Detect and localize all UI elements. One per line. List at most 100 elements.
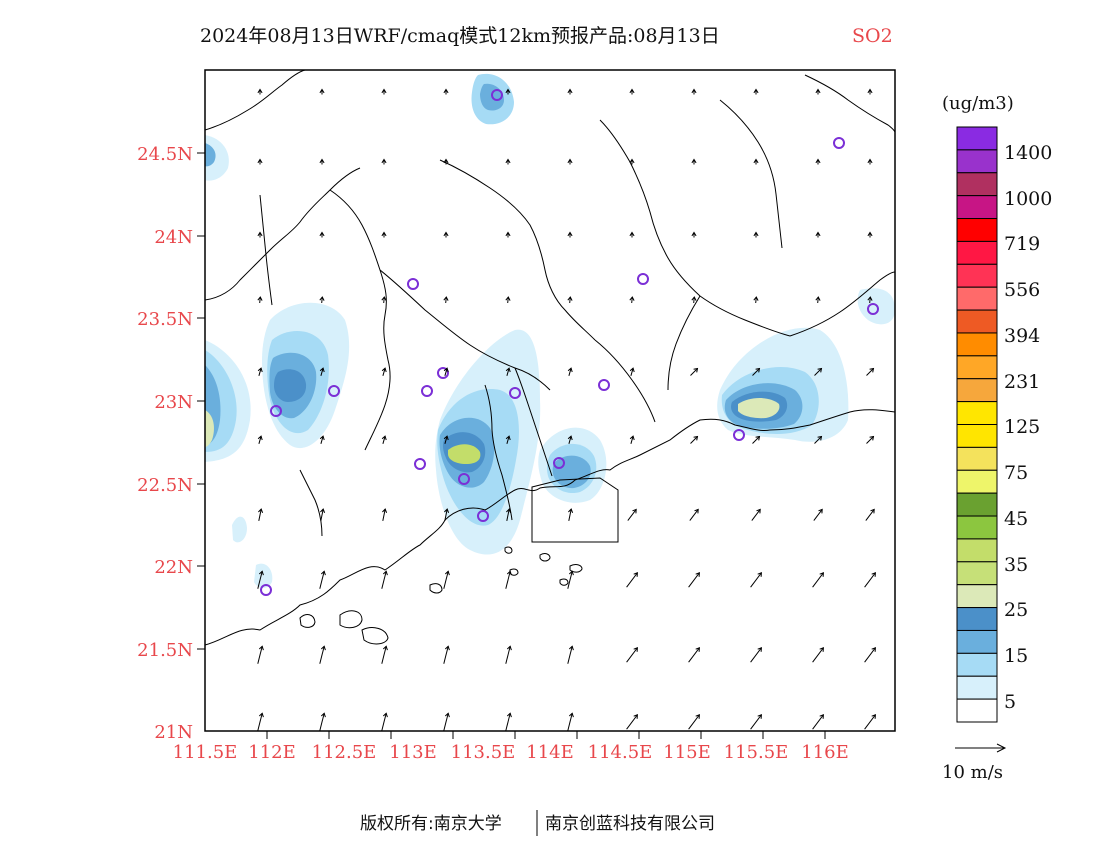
- wind-arrow-head: [755, 435, 761, 441]
- legend-swatch: [956, 652, 998, 677]
- legend-swatch: [956, 629, 998, 654]
- wind-arrow-shaft: [445, 296, 447, 304]
- wind-arrow-shaft: [812, 647, 824, 663]
- island-e: [539, 553, 551, 562]
- wind-arrow-shaft: [750, 647, 762, 663]
- wind-arrow-head: [505, 158, 511, 164]
- wind-vectors: [257, 88, 876, 731]
- wind-arrow-head: [258, 645, 264, 651]
- lat-tick-label: 21.5N: [137, 640, 193, 661]
- wind-arrow-shaft: [626, 572, 638, 588]
- wind-arrow-head: [257, 435, 263, 441]
- lon-tick-label: 113.5E: [451, 742, 516, 763]
- wind-arrow-shaft: [752, 368, 760, 376]
- lon-tick-label: 115.5E: [724, 742, 789, 763]
- wind-arrow-shaft: [864, 572, 876, 588]
- wind-arrow-shaft: [383, 296, 385, 304]
- footer: 版权所有:南京大学 南京创蓝科技有限公司: [360, 810, 715, 836]
- wind-arrow-head: [753, 158, 759, 164]
- wind-arrow-head: [257, 231, 263, 237]
- plume-east-peak: [738, 398, 780, 419]
- wind-arrow-head: [568, 570, 574, 576]
- wind-arrow-head: [869, 435, 875, 441]
- wind-scale: 10 m/s: [942, 743, 1007, 783]
- station-marker: [270, 405, 282, 417]
- wind-arrow-head: [382, 645, 388, 651]
- wind-scale-arrow-head: [996, 743, 1007, 753]
- wind-arrow-shaft: [689, 509, 699, 521]
- legend-value-label: 5: [1004, 691, 1016, 713]
- wind-arrow-head: [381, 158, 387, 164]
- wind-arrow-head: [320, 570, 326, 576]
- wind-arrow-shaft: [506, 509, 510, 521]
- legend-swatch: [956, 675, 998, 700]
- legend-value-label: 556: [1004, 279, 1040, 301]
- wind-arrow-head: [319, 296, 325, 301]
- wind-arrow-shaft: [627, 509, 637, 521]
- wind-arrow-head: [319, 435, 325, 441]
- wind-arrow-shaft: [812, 572, 824, 588]
- wind-arrow-head: [567, 296, 573, 301]
- wind-arrow-head: [756, 508, 761, 514]
- wind-arrow-shaft: [382, 509, 386, 521]
- island-b: [361, 627, 389, 645]
- wind-arrow-shaft: [688, 572, 700, 588]
- wind-arrow-shaft: [864, 647, 876, 663]
- legend-swatch: [956, 401, 998, 426]
- wind-arrow-head: [320, 645, 326, 651]
- wind-arrow-shaft: [382, 368, 386, 376]
- lon-tick-label: 112E: [248, 742, 296, 763]
- station-marker: [733, 429, 745, 441]
- legend-swatch: [956, 126, 998, 151]
- wind-arrow-shaft: [631, 296, 633, 304]
- wind-arrow-shaft: [259, 296, 261, 304]
- wind-arrow-head: [443, 296, 449, 301]
- legend-value-label: 35: [1004, 554, 1028, 576]
- wind-arrow-head: [506, 712, 512, 718]
- wind-arrow-shaft: [567, 571, 573, 589]
- longitude-axis: 111.5E 112E 112.5E 113E 113.5E 114E 114.…: [173, 731, 849, 763]
- wind-arrow-shaft: [812, 714, 824, 730]
- legend-swatch: [956, 424, 998, 448]
- station-marker: [867, 303, 879, 315]
- wind-arrow-head: [382, 712, 388, 718]
- footer-copyright: 版权所有:南京大学: [360, 814, 502, 834]
- wind-arrow-shaft: [626, 647, 638, 663]
- wind-arrow-head: [319, 231, 325, 237]
- legend-swatch: [956, 378, 998, 403]
- wind-arrow-head: [691, 88, 697, 94]
- inland-boundary-13: [514, 367, 553, 477]
- plume-west-edge-core: [205, 410, 214, 447]
- wind-arrow-head: [568, 645, 574, 651]
- plume-delta-peak: [448, 444, 481, 464]
- legend-swatch: [956, 538, 998, 563]
- inland-boundary-6: [594, 339, 656, 423]
- wind-arrow-head: [693, 367, 699, 373]
- lon-tick-label: 111.5E: [173, 742, 238, 763]
- legend-swatch: [956, 355, 998, 380]
- wind-arrow-head: [257, 296, 263, 301]
- wind-arrow-head: [695, 647, 700, 652]
- wind-arrow-shaft: [381, 713, 387, 731]
- wind-arrow-head: [258, 508, 264, 513]
- wind-arrow-shaft: [569, 296, 571, 304]
- legend-value-label: 719: [1004, 233, 1040, 255]
- station-marker: [421, 385, 433, 397]
- wind-arrow-shaft: [320, 509, 324, 521]
- lon-tick-label: 114.5E: [588, 742, 653, 763]
- wind-arrow-head: [633, 714, 638, 719]
- wind-arrow-shaft: [319, 571, 325, 589]
- wind-arrow-head: [757, 572, 762, 577]
- lat-tick-label: 23N: [154, 392, 193, 413]
- wind-arrow-head: [815, 88, 821, 94]
- legend-value-label: 1000: [1004, 188, 1052, 210]
- wind-arrow-shaft: [690, 436, 698, 444]
- wind-arrow-shaft: [813, 509, 823, 521]
- wind-arrow-head: [381, 367, 387, 373]
- wind-arrow-shaft: [817, 296, 819, 304]
- legend-swatch: [956, 492, 998, 517]
- wind-arrow-head: [691, 296, 697, 301]
- island-i: [429, 583, 443, 594]
- station-marker: [260, 584, 272, 596]
- wind-arrow-shaft: [751, 509, 761, 521]
